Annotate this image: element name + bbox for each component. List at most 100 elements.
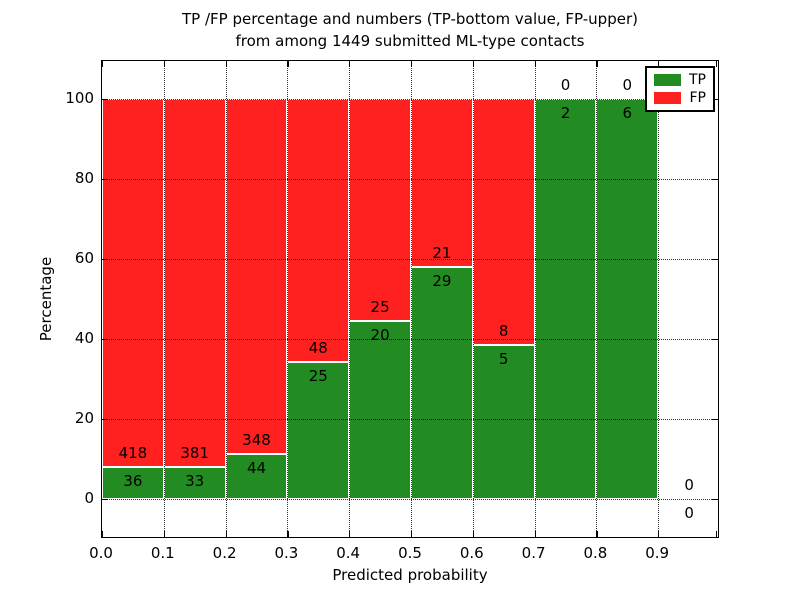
x-tick-label: 0.8 bbox=[583, 544, 608, 562]
legend: TP FP bbox=[645, 66, 715, 112]
x-tick-mark bbox=[658, 531, 660, 537]
y-tick-mark-right bbox=[712, 418, 718, 420]
x-tick-label: 0.4 bbox=[336, 544, 361, 562]
tp-bar-segment bbox=[596, 99, 659, 499]
x-tick-mark-top bbox=[715, 61, 717, 67]
fp-count-label: 0 bbox=[684, 476, 694, 494]
fp-count-label: 381 bbox=[180, 444, 210, 463]
y-gridline bbox=[102, 499, 718, 500]
y-tick-mark bbox=[102, 258, 108, 260]
tp-count-label: 5 bbox=[498, 350, 509, 369]
y-gridline bbox=[102, 339, 718, 340]
x-tick-mark-top bbox=[534, 61, 536, 67]
y-tick-label: 60 bbox=[74, 249, 94, 267]
tp-count-label: 20 bbox=[370, 326, 390, 345]
y-tick-mark-right bbox=[712, 98, 718, 100]
x-tick-mark bbox=[102, 531, 104, 537]
fp-count-label: 348 bbox=[242, 431, 271, 450]
y-gridline bbox=[102, 259, 718, 260]
fp-bar-segment bbox=[225, 99, 288, 455]
fp-bar-segment bbox=[287, 99, 350, 362]
x-tick-mark-top bbox=[411, 61, 413, 67]
x-tick-mark bbox=[534, 531, 536, 537]
y-tick-mark bbox=[102, 178, 108, 180]
y-gridline bbox=[102, 99, 718, 100]
tp-count-label: 29 bbox=[432, 272, 452, 290]
y-tick-label: 0 bbox=[84, 489, 94, 507]
y-tick-mark bbox=[102, 418, 108, 420]
x-tick-mark bbox=[349, 531, 351, 537]
chart-title-line2: from among 1449 submitted ML-type contac… bbox=[235, 32, 585, 50]
x-tick-mark-top bbox=[163, 61, 165, 67]
x-tick-mark bbox=[715, 531, 717, 537]
x-gridline bbox=[349, 61, 351, 537]
x-gridline bbox=[163, 61, 165, 537]
tp-bar-segment bbox=[411, 267, 473, 499]
x-tick-mark-top bbox=[225, 61, 227, 67]
x-tick-mark bbox=[411, 531, 413, 537]
legend-row-fp: FP bbox=[654, 91, 706, 105]
fp-swatch bbox=[654, 92, 681, 104]
fp-count-label: 0 bbox=[622, 76, 633, 94]
tp-count-label: 44 bbox=[246, 459, 267, 478]
tp-count-label: 0 bbox=[684, 504, 694, 522]
y-tick-mark-right bbox=[712, 178, 718, 180]
tp-bar-segment bbox=[534, 99, 597, 499]
x-gridline bbox=[225, 61, 227, 537]
tp-bar-segment bbox=[472, 345, 535, 499]
tp-count-label: 25 bbox=[308, 367, 328, 385]
x-tick-label: 0.3 bbox=[274, 544, 299, 562]
fp-count-label: 0 bbox=[560, 76, 571, 94]
y-gridline bbox=[102, 419, 718, 420]
tp-bar-segment bbox=[349, 321, 411, 499]
fp-count-label: 21 bbox=[432, 244, 452, 262]
tp-count-label: 6 bbox=[622, 104, 633, 122]
fp-bar-segment bbox=[102, 99, 164, 468]
x-tick-mark bbox=[163, 531, 165, 537]
x-tick-label: 0.2 bbox=[212, 544, 237, 562]
chart-title: TP /FP percentage and numbers (TP-bottom… bbox=[110, 8, 710, 52]
x-tick-mark-top bbox=[596, 61, 598, 67]
x-tick-label: 0.6 bbox=[459, 544, 484, 562]
tp-bar-segment bbox=[102, 467, 164, 499]
x-gridline bbox=[596, 61, 598, 537]
x-gridline bbox=[411, 61, 412, 537]
y-tick-mark-right bbox=[712, 258, 718, 260]
fp-bar-segment bbox=[411, 99, 473, 267]
x-tick-mark bbox=[225, 531, 227, 537]
y-tick-mark-right bbox=[712, 338, 718, 340]
legend-label-tp: TP bbox=[689, 72, 706, 88]
x-tick-label: 0.1 bbox=[150, 544, 175, 562]
y-tick-label: 20 bbox=[74, 409, 94, 427]
y-tick-label: 80 bbox=[74, 169, 94, 187]
fp-bar-segment bbox=[163, 99, 226, 468]
x-tick-mark bbox=[472, 531, 474, 537]
x-tick-label: 0.9 bbox=[645, 544, 670, 562]
plot-area: 418 36 381 33 348 44 48 25 25 20 21 29 8 5 0 2 0 6 0 0 bbox=[101, 60, 719, 538]
fp-bar-segment bbox=[349, 99, 411, 322]
x-gridline bbox=[658, 61, 660, 537]
y-gridline bbox=[102, 179, 718, 180]
tp-bar-segment bbox=[163, 467, 226, 499]
x-tick-mark-top bbox=[287, 61, 289, 67]
y-axis-label: Percentage bbox=[37, 256, 55, 342]
y-tick-label: 100 bbox=[65, 89, 94, 107]
fp-count-label: 8 bbox=[498, 322, 509, 341]
tp-bar-segment bbox=[287, 362, 350, 499]
x-gridline bbox=[472, 61, 474, 537]
legend-row-tp: TP bbox=[654, 73, 706, 87]
x-tick-mark-top bbox=[102, 61, 104, 67]
fp-count-label: 25 bbox=[370, 298, 390, 317]
legend-label-fp: FP bbox=[689, 90, 707, 106]
x-tick-mark-top bbox=[349, 61, 351, 67]
x-axis-label: Predicted probability bbox=[332, 566, 488, 584]
tp-count-label: 33 bbox=[185, 472, 205, 491]
x-tick-mark-top bbox=[472, 61, 474, 67]
x-tick-mark-top bbox=[658, 61, 660, 67]
x-tick-label: 0.5 bbox=[398, 544, 422, 562]
x-tick-label: 0.7 bbox=[521, 544, 546, 562]
chart-title-line1: TP /FP percentage and numbers (TP-bottom… bbox=[182, 10, 638, 28]
tp-swatch bbox=[654, 74, 681, 86]
x-tick-label: 0.0 bbox=[89, 544, 113, 562]
